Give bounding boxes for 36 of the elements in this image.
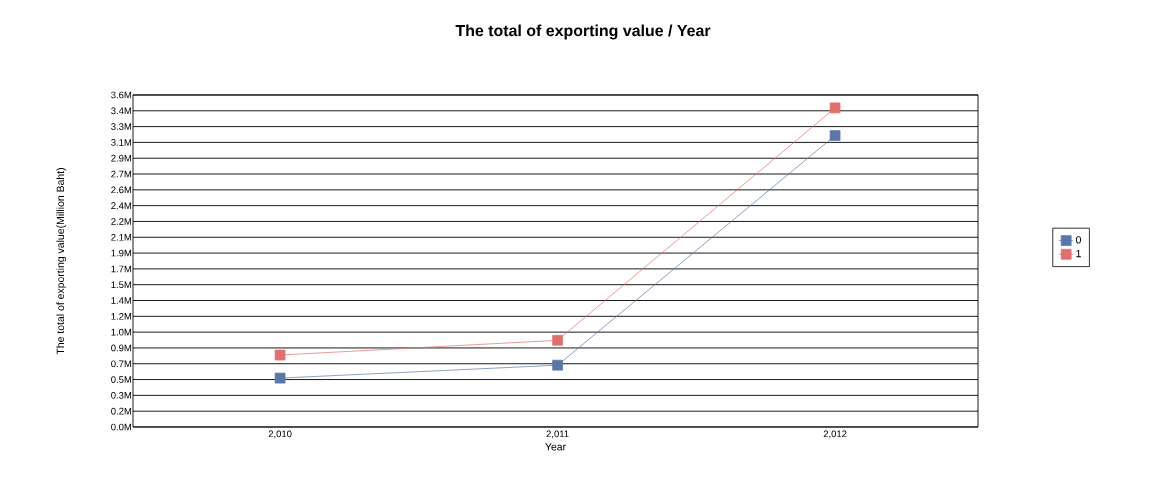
y-tick-label: 3.3M	[111, 123, 132, 130]
y-tick-label: 2.7M	[111, 170, 132, 178]
y-tick-label: 2.6M	[111, 186, 132, 194]
x-tick-label: 2,012	[823, 430, 847, 439]
y-tick-label: 1.5M	[111, 281, 132, 288]
point	[829, 130, 841, 141]
y-tick-label: 0.0M	[111, 423, 132, 431]
y-tick-label: 3.1M	[111, 139, 132, 146]
point	[274, 349, 286, 361]
y-tick-label: 1.0M	[111, 328, 132, 336]
y-tick-label: 2.4M	[111, 202, 132, 209]
x-tick-label: 2,011	[546, 430, 569, 439]
x-axis-title: Year	[545, 443, 566, 451]
y-tick-label: 3.4M	[111, 107, 132, 115]
y-axis-title: The total of exporting value(Million Baht)	[56, 168, 67, 355]
y-tick-label: 1.2M	[111, 313, 132, 320]
y-tick-label: 3.6M	[111, 91, 132, 99]
legend-label: 1	[1076, 249, 1081, 258]
chart-title: The total of exporting value / Year	[455, 24, 711, 40]
y-tick-label: 0.5M	[111, 376, 132, 383]
point	[274, 372, 286, 384]
point	[552, 334, 563, 346]
legend-label: 0	[1076, 236, 1082, 244]
y-tick-label: 2.1M	[111, 233, 132, 241]
y-tick-label: 0.7M	[111, 360, 132, 368]
point	[552, 359, 563, 371]
y-tick-label: 0.2M	[111, 407, 132, 415]
y-tick-label: 1.7M	[111, 265, 132, 273]
x-tick-label: 2,010	[268, 430, 292, 439]
y-tick-label: 1.9M	[111, 249, 132, 257]
y-tick-label: 2.9M	[111, 154, 132, 162]
y-tick-label: 0.9M	[111, 344, 132, 352]
point	[829, 102, 841, 114]
y-tick-label: 2.2M	[111, 218, 132, 225]
y-tick-label: 1.4M	[111, 297, 132, 304]
y-tick-label: 0.3M	[111, 392, 132, 399]
